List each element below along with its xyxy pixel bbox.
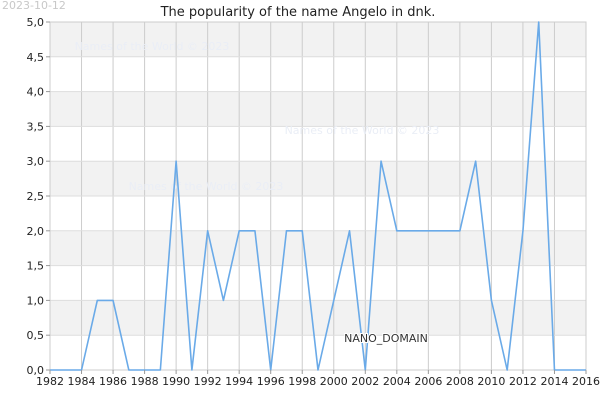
plot-band (50, 300, 586, 336)
x-tick-label: 2004 (383, 375, 411, 388)
plot-band (50, 161, 586, 196)
x-tick-label: 1996 (257, 375, 285, 388)
plot-background-bands (50, 22, 586, 370)
watermark-layer: Names of the World © 2023 Names of the Wo… (75, 40, 440, 193)
date-stamp: 2023-10-12 (2, 0, 66, 12)
y-tick-label: 3,5 (27, 120, 45, 133)
x-axis-ticks: 1982 1984 1986 1988 1990 1992 1994 1996 1998 2000… (36, 370, 600, 388)
plot-band (50, 230, 586, 266)
plot-band (50, 22, 586, 57)
x-tick-label: 2000 (320, 375, 348, 388)
plot-band (50, 265, 586, 301)
y-tick-label: 0,0 (27, 364, 45, 377)
plot-band (50, 126, 586, 162)
x-tick-label: 2008 (446, 375, 474, 388)
y-tick-label: 1,0 (27, 294, 45, 307)
x-tick-label: 1994 (225, 375, 253, 388)
x-tick-label: 2012 (509, 375, 537, 388)
y-axis-ticks: 0,0 0,5 1,0 1,5 2,0 2,5 3,0 3,5 4,0 4,5 5,0 (27, 16, 50, 377)
chart-title: The popularity of the name Angelo in dnk… (160, 5, 436, 20)
y-tick-label: 5,0 (27, 16, 45, 29)
domain-tag: NANO_DOMAIN (344, 332, 428, 345)
plot-band (50, 91, 586, 127)
x-tick-label: 1982 (36, 375, 64, 388)
plot-band (50, 56, 586, 92)
y-tick-label: 4,5 (27, 51, 45, 64)
x-tick-label: 2010 (477, 375, 505, 388)
x-tick-label: 1988 (131, 375, 159, 388)
x-tick-label: 2002 (351, 375, 379, 388)
x-tick-label: 1992 (194, 375, 222, 388)
watermark-text: Names of the World © 2023 (285, 124, 440, 137)
watermark-text: Names of the World © 2023 (129, 180, 284, 193)
x-tick-label: 1986 (99, 375, 127, 388)
x-tick-label: 1998 (288, 375, 316, 388)
watermark-text: Names of the World © 2023 (75, 40, 230, 53)
y-tick-label: 0,5 (27, 329, 45, 342)
x-tick-label: 2014 (540, 375, 568, 388)
y-tick-label: 3,0 (27, 155, 45, 168)
series-line (50, 21, 586, 371)
x-tick-label: 2006 (414, 375, 442, 388)
x-tick-label: 1984 (68, 375, 96, 388)
y-tick-label: 4,0 (27, 86, 45, 99)
x-tick-label: 1990 (162, 375, 190, 388)
y-tick-label: 1,5 (27, 260, 45, 273)
plot-band (50, 196, 586, 231)
y-tick-label: 2,5 (27, 190, 45, 203)
x-tick-label: 2016 (572, 375, 600, 388)
y-tick-label: 2,0 (27, 225, 45, 238)
